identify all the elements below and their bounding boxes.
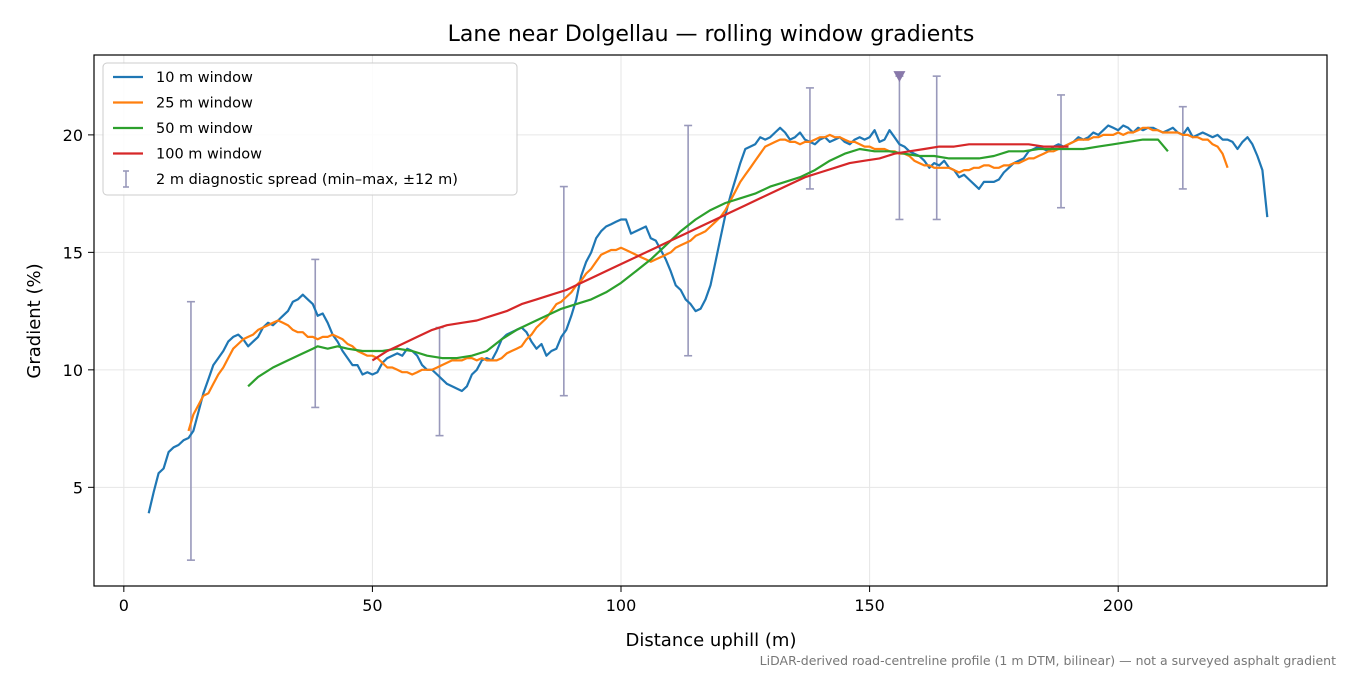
series-line-100-m-window (371, 143, 1069, 362)
legend-box (102, 62, 518, 196)
legend: 10 m window 25 m window 50 m window 100 m w… (102, 62, 518, 196)
legend-label: 100 m window (156, 147, 262, 163)
error-bar (435, 326, 444, 437)
error-bar (186, 300, 195, 561)
x-tick-label: 0 (119, 596, 129, 615)
y-tick-label: 5 (73, 478, 83, 497)
y-axis-label: Gradient (%) (24, 263, 45, 378)
marker-layer (893, 71, 906, 83)
x-tick-label: 50 (362, 596, 382, 615)
legend-label: 50 m window (156, 121, 253, 137)
x-axis-label: Distance uphill (m) (626, 630, 797, 651)
error-bar (1178, 105, 1187, 190)
y-tick-label: 10 (63, 361, 83, 380)
series-line-50-m-window (247, 138, 1169, 388)
error-bar (1057, 94, 1066, 209)
axis-ticks: 0 50 100 150 200 5 10 15 20 (63, 126, 1134, 615)
chart-title: Lane near Dolgellau — rolling window gra… (448, 22, 975, 47)
triangle-marker (893, 71, 906, 83)
y-tick-label: 20 (63, 126, 83, 145)
series-line-10-m-window (147, 124, 1269, 514)
series-line-25-m-window (187, 126, 1229, 432)
x-tick-label: 100 (606, 596, 637, 615)
y-tick-label: 15 (63, 243, 83, 262)
legend-label: 2 m diagnostic spread (min–max, ±12 m) (156, 172, 458, 188)
plot-frame (93, 54, 1328, 587)
error-bar (895, 75, 904, 221)
series-lines (147, 124, 1269, 514)
error-bar (311, 258, 320, 409)
footnote: LiDAR-derived road-centreline profile (1… (760, 653, 1336, 668)
legend-label: 25 m window (156, 96, 253, 112)
x-tick-label: 150 (854, 596, 885, 615)
legend-label: 10 m window (156, 70, 253, 86)
x-tick-label: 200 (1103, 596, 1134, 615)
